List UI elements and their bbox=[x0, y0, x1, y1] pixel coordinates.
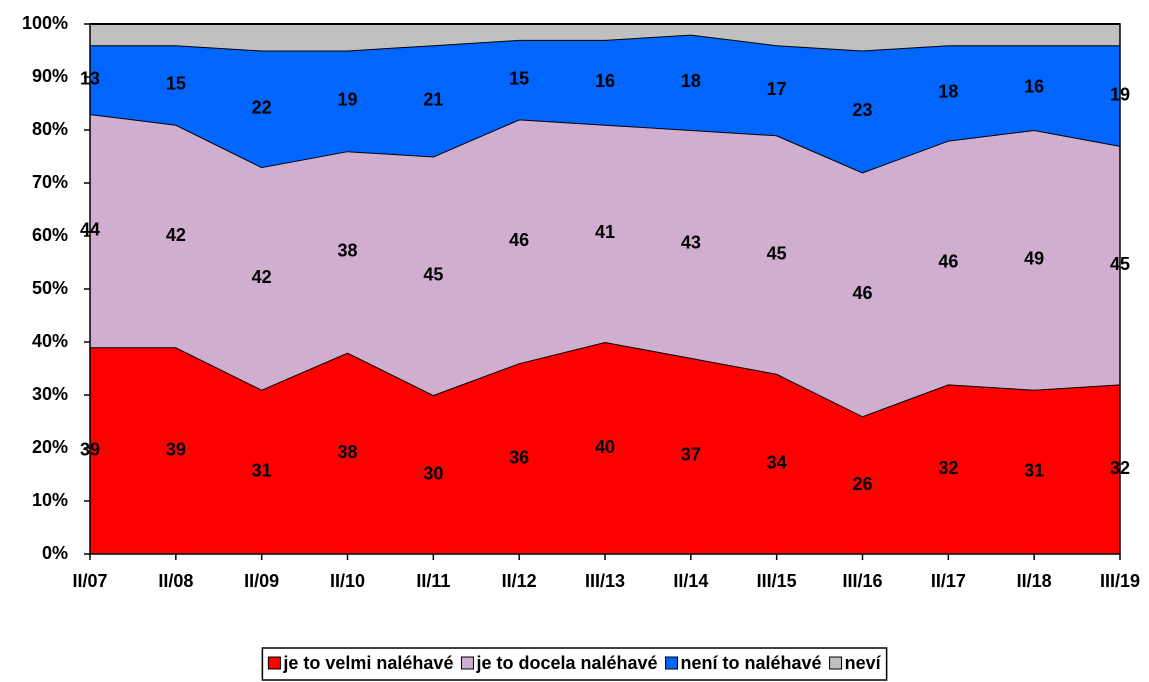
data-label: 46 bbox=[509, 230, 529, 250]
data-label: 23 bbox=[852, 100, 872, 120]
data-label: 38 bbox=[337, 241, 357, 261]
data-label: 36 bbox=[509, 447, 529, 467]
x-tick-label: II/12 bbox=[502, 571, 537, 591]
data-label: 49 bbox=[1024, 249, 1044, 269]
y-tick-label: 0% bbox=[42, 543, 68, 563]
data-label: 46 bbox=[852, 283, 872, 303]
legend-swatch bbox=[829, 656, 843, 670]
data-label: 39 bbox=[166, 439, 186, 459]
data-label: 37 bbox=[681, 445, 701, 465]
y-tick-label: 90% bbox=[32, 66, 68, 86]
legend: je to velmi naléhavé je to docela naléhav… bbox=[261, 647, 888, 681]
y-tick-label: 20% bbox=[32, 437, 68, 457]
data-label: 31 bbox=[1024, 461, 1044, 481]
data-label: 22 bbox=[252, 98, 272, 118]
legend-label: není to naléhavé bbox=[681, 653, 822, 673]
y-tick-label: 10% bbox=[32, 490, 68, 510]
data-label: 17 bbox=[767, 79, 787, 99]
x-tick-label: III/15 bbox=[757, 571, 797, 591]
data-label: 31 bbox=[252, 461, 272, 481]
y-tick-label: 60% bbox=[32, 225, 68, 245]
y-tick-label: 40% bbox=[32, 331, 68, 351]
data-label: 43 bbox=[681, 233, 701, 253]
legend-swatch bbox=[665, 656, 679, 670]
data-label: 46 bbox=[938, 251, 958, 271]
legend-box bbox=[261, 647, 888, 681]
legend-label: je to docela naléhavé bbox=[475, 653, 657, 673]
data-label: 16 bbox=[1024, 76, 1044, 96]
y-tick-label: 50% bbox=[32, 278, 68, 298]
legend-label: neví bbox=[845, 653, 882, 673]
data-label: 21 bbox=[423, 90, 443, 110]
data-label: 30 bbox=[423, 463, 443, 483]
data-label: 32 bbox=[938, 458, 958, 478]
area bbox=[90, 114, 1120, 417]
data-label: 34 bbox=[767, 453, 787, 473]
data-label: 41 bbox=[595, 222, 615, 242]
x-tick-label: II/11 bbox=[416, 571, 450, 591]
y-tick-label: 80% bbox=[32, 119, 68, 139]
x-tick-label: II/14 bbox=[673, 571, 708, 591]
x-tick-label: III/13 bbox=[585, 571, 625, 591]
y-tick-label: 70% bbox=[32, 172, 68, 192]
x-tick-label: II/07 bbox=[72, 571, 107, 591]
area bbox=[90, 342, 1120, 554]
y-tick-label: 30% bbox=[32, 384, 68, 404]
x-tick-label: II/10 bbox=[330, 571, 365, 591]
x-tick-label: II/09 bbox=[244, 571, 279, 591]
x-tick-label: II/18 bbox=[1017, 571, 1052, 591]
legend-swatch bbox=[460, 656, 474, 670]
data-label: 18 bbox=[681, 71, 701, 91]
data-label: 42 bbox=[166, 225, 186, 245]
data-label: 42 bbox=[252, 267, 272, 287]
y-tick-label: 100% bbox=[22, 13, 68, 33]
x-tick-label: II/17 bbox=[931, 571, 966, 591]
data-label: 40 bbox=[595, 437, 615, 457]
data-label: 45 bbox=[423, 265, 443, 285]
area bbox=[90, 24, 1120, 51]
data-label: 15 bbox=[166, 74, 186, 94]
data-label: 19 bbox=[337, 90, 357, 110]
x-tick-label: III/19 bbox=[1100, 571, 1140, 591]
x-tick-label: III/16 bbox=[842, 571, 882, 591]
legend-swatch bbox=[267, 656, 281, 670]
legend-label: je to velmi naléhavé bbox=[282, 653, 453, 673]
data-label: 38 bbox=[337, 442, 357, 462]
data-label: 15 bbox=[509, 68, 529, 88]
data-label: 18 bbox=[938, 82, 958, 102]
data-label: 45 bbox=[767, 243, 787, 263]
data-label: 16 bbox=[595, 71, 615, 91]
area bbox=[90, 34, 1120, 173]
x-tick-label: II/08 bbox=[158, 571, 193, 591]
data-label: 26 bbox=[852, 474, 872, 494]
